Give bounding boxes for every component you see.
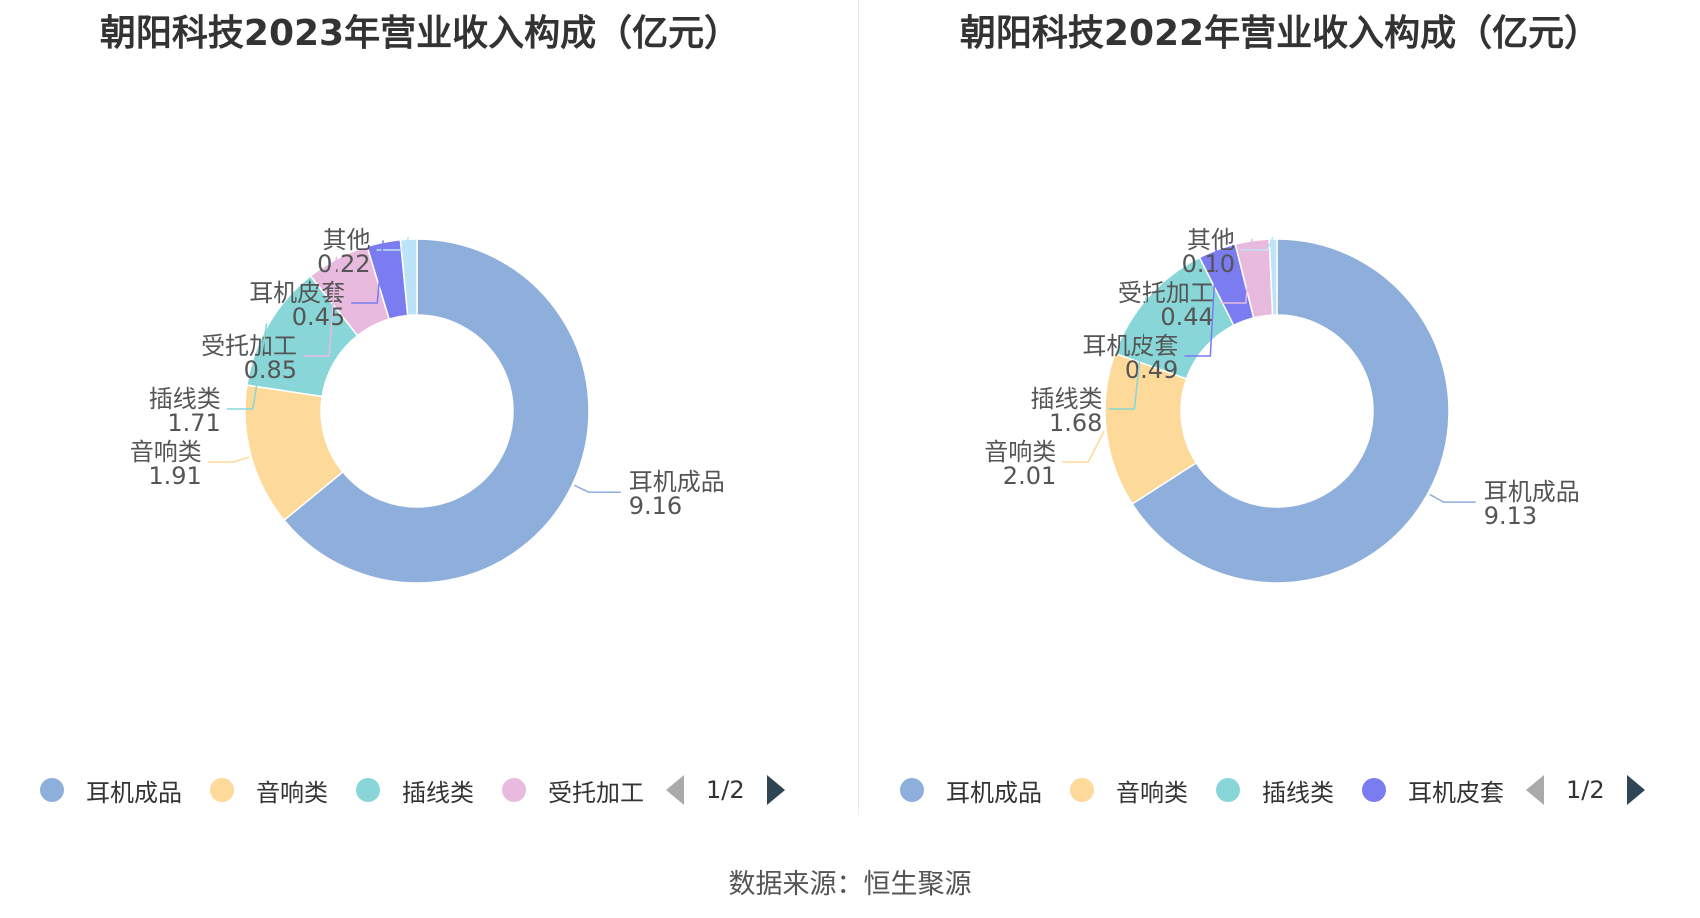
legend-swatch — [1362, 778, 1386, 802]
slice-label-name: 受托加工 — [201, 332, 297, 360]
legend-swatch — [356, 778, 380, 802]
slice-label-value: 0.45 — [292, 303, 345, 331]
slice-label-value: 0.10 — [1182, 250, 1235, 278]
legend-item[interactable]: 耳机成品 — [40, 773, 182, 808]
legend: 耳机成品 音响类 插线类 受托加工 1/2 — [40, 770, 785, 810]
slice-leader-line — [1219, 238, 1253, 304]
legend-swatch — [1070, 778, 1094, 802]
slice-label-name: 耳机成品 — [629, 468, 725, 496]
legend-label: 音响类 — [1116, 778, 1188, 807]
slice-label-value: 1.68 — [1049, 409, 1102, 437]
chart-panel-2023: 朝阳科技2023年营业收入构成（亿元） 耳机成品 9.16 其他 0.22 耳机皮套 0.… — [0, 0, 850, 815]
legend-label: 耳机成品 — [86, 778, 182, 807]
slice-leader-line — [1184, 247, 1218, 357]
slice-leader-line — [1429, 493, 1476, 503]
slice-label-value: 0.44 — [1160, 303, 1213, 331]
legend-swatch — [502, 778, 526, 802]
slice-label-name: 耳机成品 — [1484, 478, 1580, 506]
chart-title: 朝阳科技2022年营业收入构成（亿元） — [959, 13, 1601, 54]
legend-swatch — [210, 778, 234, 802]
slice-leader-line — [376, 236, 410, 251]
legend-item[interactable]: 插线类 — [356, 773, 474, 808]
panel-divider — [858, 0, 859, 815]
legend-prev-page-icon[interactable] — [666, 775, 684, 805]
slice-label-name: 耳机皮套 — [1082, 332, 1178, 360]
slice-label-value: 9.13 — [1484, 502, 1537, 530]
legend-item[interactable]: 音响类 — [1070, 773, 1188, 808]
slice-label-name: 耳机皮套 — [249, 279, 345, 307]
slice-leader-line — [1062, 430, 1105, 463]
slice-label-value: 0.22 — [317, 250, 370, 278]
donut-slice[interactable] — [399, 238, 418, 317]
legend-prev-page-icon[interactable] — [1526, 775, 1544, 805]
slice-leader-line — [1241, 236, 1274, 251]
slice-label-name: 音响类 — [984, 438, 1056, 466]
data-source-note: 数据来源：恒生聚源 — [728, 869, 972, 900]
legend-swatch — [1216, 778, 1240, 802]
slice-leader-line — [207, 456, 250, 463]
legend-label: 受托加工 — [548, 778, 644, 807]
slice-label-name: 其他 — [1187, 226, 1235, 254]
legend-pager: 1/2 — [666, 775, 785, 805]
slice-label-value: 0.85 — [244, 356, 297, 384]
slice-leader-line — [1108, 295, 1148, 410]
legend-item[interactable]: 耳机皮套 — [1362, 773, 1504, 808]
legend-next-page-icon[interactable] — [766, 775, 785, 805]
legend-label: 耳机皮套 — [1408, 778, 1504, 807]
legend-pager: 1/2 — [1526, 775, 1645, 805]
slice-label-name: 受托加工 — [1118, 279, 1214, 307]
legend-label: 耳机成品 — [946, 778, 1042, 807]
slice-leader-line — [351, 240, 384, 304]
legend-label: 插线类 — [402, 778, 474, 807]
donut-slice[interactable] — [283, 238, 590, 584]
slice-leader-line — [303, 256, 338, 357]
legend-item[interactable]: 受托加工 — [502, 773, 644, 808]
legend-page-indicator: 1/2 — [706, 776, 745, 804]
slice-label-value: 2.01 — [1003, 462, 1056, 490]
legend-label: 插线类 — [1262, 778, 1334, 807]
legend: 耳机成品 音响类 插线类 耳机皮套 1/2 — [900, 770, 1645, 810]
legend-item[interactable]: 耳机成品 — [900, 773, 1042, 808]
slice-label-value: 1.91 — [148, 462, 201, 490]
legend-swatch — [900, 778, 924, 802]
legend-swatch — [40, 778, 64, 802]
legend-item[interactable]: 音响类 — [210, 773, 328, 808]
chart-title: 朝阳科技2023年营业收入构成（亿元） — [99, 13, 741, 54]
legend-next-page-icon[interactable] — [1626, 775, 1645, 805]
slice-label-value: 9.16 — [629, 492, 682, 520]
slice-label-name: 音响类 — [130, 438, 202, 466]
slice-label-name: 插线类 — [1030, 385, 1102, 413]
slice-label-name: 插线类 — [149, 385, 221, 413]
chart-panel-2022: 朝阳科技2022年营业收入构成（亿元） 耳机成品 9.13 其他 0.10 受托加工 0.… — [860, 0, 1700, 815]
slice-leader-line — [226, 323, 268, 410]
legend-page-indicator: 1/2 — [1566, 776, 1605, 804]
slice-label-value: 0.49 — [1125, 356, 1178, 384]
slice-leader-line — [573, 484, 621, 493]
slice-label-value: 1.71 — [167, 409, 220, 437]
legend-item[interactable]: 插线类 — [1216, 773, 1334, 808]
legend-label: 音响类 — [256, 778, 328, 807]
donut-slice[interactable] — [1131, 238, 1450, 584]
slice-label-name: 其他 — [323, 226, 371, 254]
